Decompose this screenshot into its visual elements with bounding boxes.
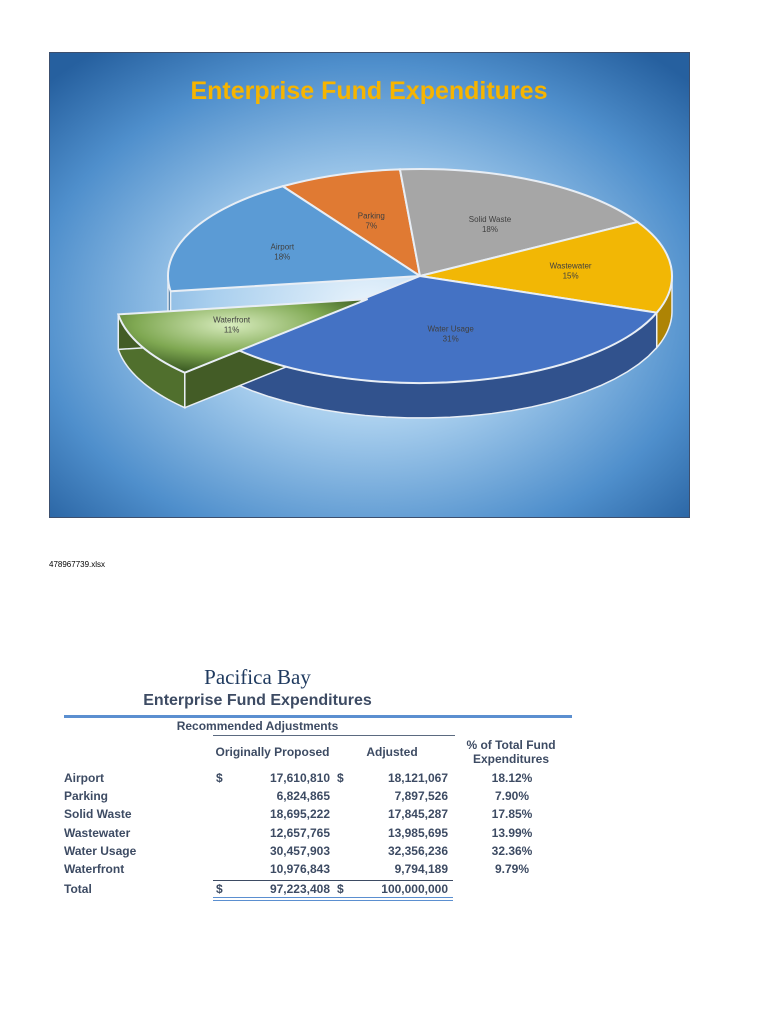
cell-name: Total — [64, 882, 92, 896]
slice-pct-waterfront: 11% — [224, 326, 239, 335]
slice-label-airport: Airport — [271, 243, 295, 252]
adjustments-rule — [213, 735, 455, 736]
slice-label-wastewater: Wastewater — [550, 262, 592, 271]
cell-pct: 9.79% — [494, 862, 530, 876]
slice-label-solid-waste: Solid Waste — [469, 215, 512, 224]
slice-pct-airport: 18% — [274, 253, 290, 262]
cell-proposed: 18,695,222 — [269, 807, 330, 822]
pie-tops — [116, 168, 673, 384]
cell-name: Wastewater — [64, 825, 131, 840]
cell-name: Airport — [64, 771, 104, 785]
sheet-subtitle: Enterprise Fund Expenditures — [143, 692, 372, 709]
adjustments-header: Recommended Adjustments — [176, 719, 339, 733]
cell-pct: 7.90% — [494, 789, 530, 804]
cell-pct: 17.85% — [491, 807, 533, 822]
total-rule-top — [213, 880, 453, 881]
cell-adjusted: 17,845,287 — [387, 807, 448, 822]
cell-adjusted: 18,121,067 — [387, 771, 448, 785]
cell-proposed: 97,223,408 — [269, 882, 330, 896]
slice-pct-wastewater: 15% — [563, 272, 579, 281]
col-header-proposed: Originally Proposed — [215, 745, 330, 759]
cell-name: Water Usage — [64, 843, 137, 858]
cell-cur1: $ — [216, 882, 223, 896]
cell-adjusted: 7,897,526 — [394, 789, 448, 804]
cell-adjusted: 100,000,000 — [381, 882, 448, 896]
cell-adjusted: 13,985,695 — [387, 825, 448, 840]
slice-label-waterfront: Waterfront — [213, 316, 251, 325]
header-rule — [64, 715, 572, 718]
pie-slice-wastewater — [419, 220, 673, 314]
file-name: 478967739.xlsx — [49, 560, 106, 569]
cell-proposed: 17,610,810 — [269, 771, 330, 785]
slice-label-water-usage: Water Usage — [427, 325, 474, 334]
cell-adjusted: 9,794,189 — [394, 862, 448, 876]
cell-cur1: $ — [216, 771, 223, 785]
pie-chart-panel: Enterprise Fund Expenditures Parking 7% So… — [49, 52, 690, 518]
cell-name: Waterfront — [64, 862, 125, 876]
pie-slice-water-usage — [234, 274, 659, 384]
cell-proposed: 10,976,843 — [269, 862, 330, 876]
cell-adjusted: 32,356,236 — [387, 843, 448, 858]
pie-slice-solid-waste — [398, 168, 640, 278]
pie-slice-parking — [280, 168, 422, 279]
cell-name: Parking — [64, 789, 109, 804]
chart-title: Enterprise Fund Expenditures — [190, 77, 547, 105]
cell-proposed: 6,824,865 — [276, 789, 330, 804]
pie-slice-waterfront — [116, 298, 369, 374]
cell-pct: 32.36% — [491, 843, 533, 858]
slice-label-parking: Parking — [358, 211, 385, 220]
total-double-rule-1 — [213, 900, 453, 901]
pie-slice-airport — [167, 185, 424, 293]
cell-cur2: $ — [337, 882, 344, 896]
cell-pct: 18.12% — [491, 771, 533, 785]
cell-name: Solid Waste — [64, 807, 132, 822]
slice-pct-solid-waste: 18% — [482, 225, 498, 234]
cell-proposed: 30,457,903 — [269, 843, 330, 858]
sheet-title: Pacifica Bay — [204, 665, 311, 689]
cell-pct: 13.99% — [491, 825, 533, 840]
cell-proposed: 12,657,765 — [269, 825, 330, 840]
col-header-pct: % of Total Fund Expenditures — [466, 738, 556, 766]
cell-cur2: $ — [337, 771, 344, 785]
slice-pct-parking: 7% — [366, 221, 378, 230]
slice-pct-water-usage: 31% — [443, 335, 459, 344]
col-header-adjusted: Adjusted — [366, 745, 418, 759]
total-double-rule-0 — [213, 897, 453, 898]
